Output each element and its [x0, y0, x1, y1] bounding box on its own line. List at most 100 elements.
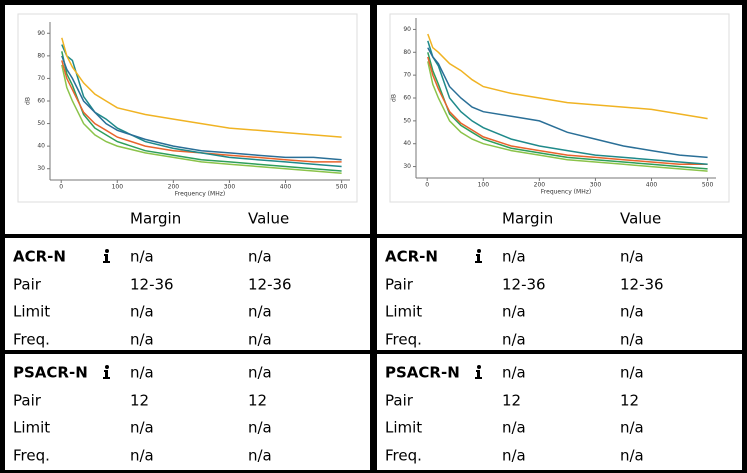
info-stem — [103, 254, 110, 263]
y-tick-label: 40 — [37, 143, 45, 150]
chart-frame — [17, 13, 358, 203]
y-tick-label: 60 — [37, 98, 45, 105]
cell: 12-36 — [130, 276, 174, 294]
row-label: Limit — [385, 419, 422, 437]
info-icon[interactable] — [475, 365, 482, 379]
y-tick-label: 80 — [403, 49, 411, 56]
info-icon[interactable] — [103, 249, 110, 263]
series-line — [61, 60, 342, 163]
info-icon[interactable] — [475, 249, 482, 263]
x-axis-label: Frequency (MHz) — [541, 189, 591, 196]
row-label: Freq. — [13, 447, 50, 465]
x-tick-label: 0 — [425, 182, 429, 189]
column-header: Value — [620, 210, 661, 228]
cell: n/a — [502, 331, 526, 349]
x-tick-label: 100 — [112, 184, 124, 191]
chart-frame — [389, 13, 730, 203]
series-line — [427, 61, 708, 172]
row-label: Freq. — [385, 447, 422, 465]
x-tick-label: 500 — [336, 184, 348, 191]
cell: n/a — [502, 248, 526, 266]
row-label: Limit — [385, 303, 422, 321]
info-dot — [105, 365, 109, 369]
cell: 12 — [620, 392, 639, 410]
info-stem — [475, 254, 482, 263]
section-title: PSACR-N — [13, 364, 88, 382]
y-tick-label: 90 — [403, 26, 411, 33]
y-tick-label: 80 — [37, 52, 45, 59]
y-tick-label: 30 — [403, 163, 411, 170]
info-icon[interactable] — [103, 365, 110, 379]
cell: n/a — [502, 364, 526, 382]
y-tick-label: 60 — [403, 95, 411, 102]
cell: n/a — [248, 364, 272, 382]
divider — [5, 234, 370, 238]
row-label: Limit — [13, 303, 50, 321]
x-tick-label: 500 — [702, 182, 714, 189]
y-tick-label: 50 — [37, 120, 45, 127]
cell: 12-36 — [502, 276, 546, 294]
row-label: Freq. — [385, 331, 422, 349]
info-stem — [475, 370, 482, 379]
cell: 12 — [502, 392, 521, 410]
cell: 12-36 — [248, 276, 292, 294]
cell: n/a — [620, 331, 644, 349]
x-axis-label: Frequency (MHz) — [175, 191, 225, 198]
x-tick-label: 300 — [224, 184, 236, 191]
row-label: Pair — [385, 276, 414, 294]
section-title: ACR-N — [385, 248, 438, 266]
section-title: ACR-N — [13, 248, 66, 266]
cell: n/a — [502, 447, 526, 465]
x-tick-label: 200 — [168, 184, 180, 191]
x-tick-label: 200 — [534, 182, 546, 189]
cell: n/a — [130, 303, 154, 321]
row-label: Pair — [13, 276, 42, 294]
row-label: Freq. — [13, 331, 50, 349]
series-line — [61, 51, 342, 172]
series-line — [427, 40, 708, 166]
cell: n/a — [130, 419, 154, 437]
series-line — [427, 33, 708, 120]
info-dot — [105, 249, 109, 253]
cell: n/a — [248, 248, 272, 266]
cell: n/a — [620, 303, 644, 321]
column-header: Margin — [130, 210, 181, 228]
cell: n/a — [130, 331, 154, 349]
column-header: Margin — [502, 210, 553, 228]
cell: n/a — [248, 447, 272, 465]
x-tick-label: 0 — [59, 184, 63, 191]
x-tick-label: 300 — [590, 182, 602, 189]
cell: n/a — [248, 419, 272, 437]
info-dot — [477, 249, 481, 253]
x-tick-label: 400 — [280, 184, 292, 191]
y-axis-label: dB — [25, 97, 32, 105]
y-tick-label: 50 — [403, 117, 411, 124]
cell: n/a — [502, 303, 526, 321]
cell: n/a — [248, 331, 272, 349]
x-tick-label: 100 — [478, 182, 490, 189]
info-dot — [477, 365, 481, 369]
series-line — [427, 52, 708, 170]
divider — [5, 350, 370, 354]
divider — [377, 350, 742, 354]
cell: n/a — [620, 419, 644, 437]
y-tick-label: 70 — [37, 75, 45, 82]
cell: n/a — [130, 248, 154, 266]
row-label: Pair — [13, 392, 42, 410]
y-tick-label: 70 — [403, 72, 411, 79]
series-line — [61, 55, 342, 161]
column-header: Value — [248, 210, 289, 228]
cell: n/a — [502, 419, 526, 437]
cell: 12 — [130, 392, 149, 410]
x-tick-label: 400 — [646, 182, 658, 189]
section-title: PSACR-N — [385, 364, 460, 382]
series-line — [61, 37, 342, 138]
series-line — [427, 56, 708, 166]
series-line — [61, 64, 342, 174]
cell: n/a — [130, 447, 154, 465]
cell: n/a — [248, 303, 272, 321]
cell: n/a — [620, 447, 644, 465]
series-line — [427, 47, 708, 159]
cell: n/a — [620, 364, 644, 382]
